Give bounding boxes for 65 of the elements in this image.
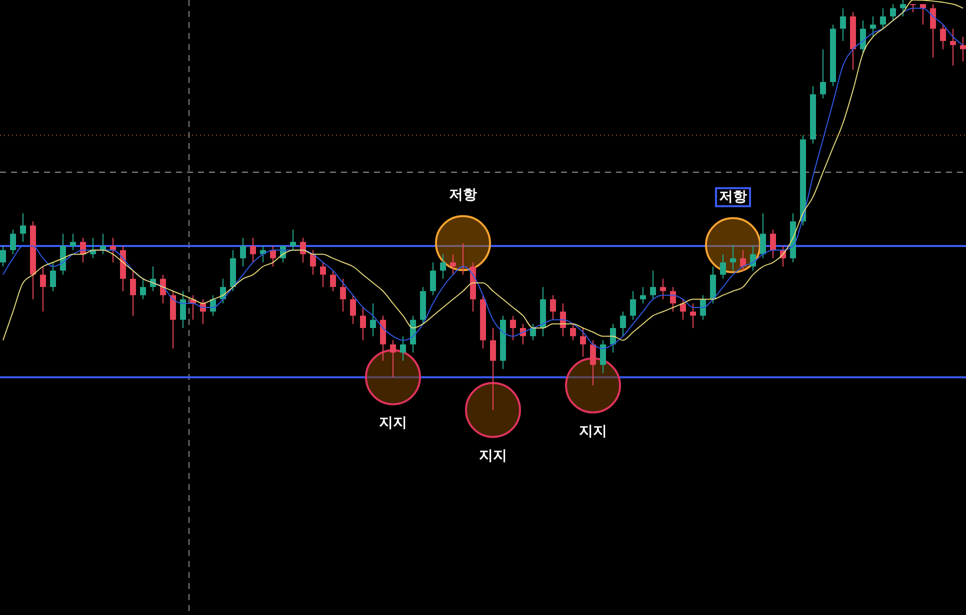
candlestick bbox=[600, 340, 606, 374]
candlestick bbox=[820, 48, 826, 99]
candlestick bbox=[0, 246, 6, 267]
candlestick bbox=[510, 315, 516, 341]
candlestick bbox=[690, 302, 696, 328]
candlestick bbox=[720, 254, 726, 280]
candlestick bbox=[310, 250, 316, 276]
candlestick bbox=[360, 307, 366, 341]
candlestick bbox=[290, 229, 296, 251]
candlestick bbox=[860, 20, 866, 54]
candlestick bbox=[320, 262, 326, 288]
candlestick bbox=[180, 290, 186, 328]
candlestick bbox=[580, 328, 586, 358]
candlestick bbox=[450, 254, 456, 276]
candlestick bbox=[330, 270, 336, 292]
candlestick bbox=[50, 262, 56, 292]
candlestick bbox=[750, 246, 756, 272]
candlestick bbox=[640, 286, 646, 304]
annotation: 저항 bbox=[719, 189, 747, 206]
candlestick bbox=[920, 4, 926, 26]
candlestick bbox=[960, 36, 966, 62]
annotation: 지지 bbox=[479, 448, 507, 464]
candlestick bbox=[940, 24, 946, 50]
candlestick bbox=[340, 278, 346, 312]
candlestick bbox=[440, 254, 446, 280]
candlestick bbox=[890, 4, 896, 21]
candlestick bbox=[630, 290, 636, 320]
candlestick bbox=[400, 336, 406, 362]
candlestick bbox=[950, 28, 956, 66]
candlestick bbox=[610, 323, 616, 354]
candlestick bbox=[70, 233, 76, 251]
candlestick bbox=[670, 286, 676, 312]
annotation: 저항 bbox=[449, 187, 477, 204]
annotation: 지지 bbox=[379, 415, 407, 432]
candlestick bbox=[130, 270, 136, 316]
candlestick bbox=[620, 311, 626, 337]
candlestick bbox=[870, 16, 876, 38]
candlestick bbox=[590, 340, 596, 386]
candlestick bbox=[730, 244, 736, 272]
candlestick bbox=[240, 237, 246, 267]
candlestick bbox=[930, 4, 936, 58]
candlestick bbox=[370, 302, 376, 337]
candlestick bbox=[570, 323, 576, 341]
candlestick bbox=[550, 294, 556, 320]
candlestick bbox=[650, 270, 656, 300]
candlestick bbox=[270, 246, 276, 267]
candlestick bbox=[760, 212, 766, 259]
candlestick bbox=[430, 262, 436, 296]
candlestick bbox=[680, 298, 686, 320]
candlestick bbox=[40, 266, 46, 312]
candlestick bbox=[20, 212, 26, 242]
candlestick bbox=[350, 294, 356, 324]
annotation: 지지 bbox=[579, 423, 607, 440]
candlestick bbox=[390, 340, 396, 378]
candlestick bbox=[880, 8, 886, 30]
candlestick bbox=[660, 278, 666, 300]
candlestick bbox=[770, 229, 776, 259]
candlestick bbox=[490, 328, 496, 410]
candlestick bbox=[10, 229, 16, 255]
candlestick bbox=[140, 278, 146, 300]
candlestick bbox=[900, 0, 906, 17]
candlestick bbox=[110, 237, 116, 263]
candlestick bbox=[740, 250, 746, 272]
candlestick bbox=[250, 237, 256, 263]
candlestick bbox=[840, 8, 846, 42]
